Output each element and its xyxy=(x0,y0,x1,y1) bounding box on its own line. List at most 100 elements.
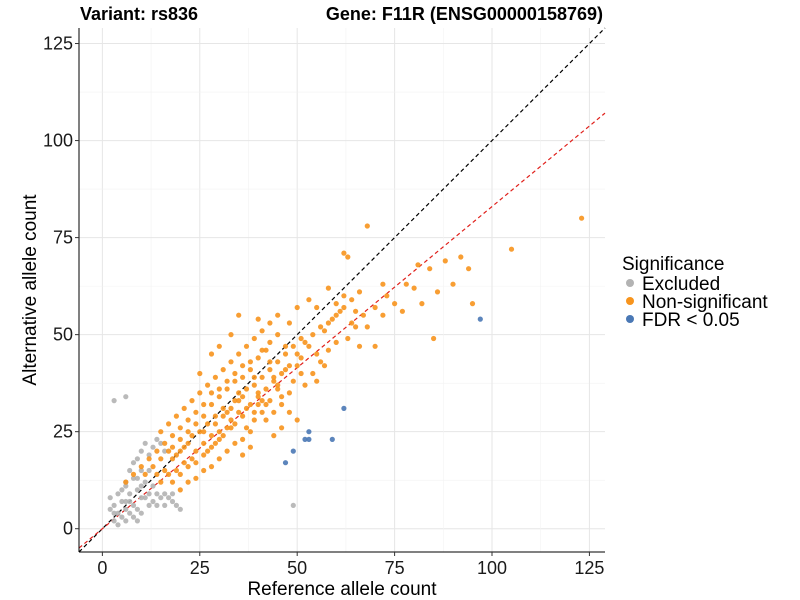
point-non-significant xyxy=(353,324,359,330)
point-excluded xyxy=(111,518,117,524)
y-tick-label: 0 xyxy=(63,519,73,539)
point-non-significant xyxy=(201,429,207,435)
point-non-significant xyxy=(372,343,378,349)
point-non-significant xyxy=(345,254,351,260)
point-non-significant xyxy=(419,301,425,307)
point-excluded xyxy=(115,510,121,516)
point-non-significant xyxy=(259,398,265,404)
point-excluded xyxy=(162,502,168,508)
point-excluded xyxy=(134,518,140,524)
point-non-significant xyxy=(263,386,269,392)
point-excluded xyxy=(150,498,156,505)
data-points xyxy=(107,215,585,528)
point-non-significant xyxy=(146,456,152,462)
title-right: Gene: F11R (ENSG00000158769) xyxy=(326,4,603,24)
point-non-significant xyxy=(290,378,296,384)
point-non-significant xyxy=(333,301,339,307)
point-non-significant xyxy=(298,370,304,377)
point-non-significant xyxy=(372,304,378,311)
point-non-significant xyxy=(224,448,230,454)
point-excluded xyxy=(111,398,117,404)
point-non-significant xyxy=(247,429,253,435)
point-non-significant xyxy=(205,448,211,454)
point-non-significant xyxy=(294,417,300,423)
point-non-significant xyxy=(298,335,304,342)
point-non-significant xyxy=(251,335,257,342)
point-non-significant xyxy=(232,378,238,384)
point-non-significant xyxy=(458,254,464,260)
point-non-significant xyxy=(240,394,246,400)
point-non-significant xyxy=(349,320,355,326)
point-non-significant xyxy=(508,246,515,252)
point-excluded xyxy=(154,502,160,508)
point-non-significant xyxy=(201,413,207,419)
point-non-significant xyxy=(294,363,300,369)
legend-label: Non-significant xyxy=(642,292,768,313)
x-axis-title: Reference allele count xyxy=(247,579,437,600)
point-non-significant xyxy=(255,401,261,408)
point-non-significant xyxy=(294,351,300,357)
point-non-significant xyxy=(232,398,238,404)
point-non-significant xyxy=(181,460,187,466)
point-excluded xyxy=(134,456,140,462)
axes xyxy=(78,28,605,553)
point-non-significant xyxy=(341,250,347,256)
point-non-significant xyxy=(356,343,363,349)
point-non-significant xyxy=(130,471,137,477)
point-non-significant xyxy=(236,398,242,404)
point-non-significant xyxy=(240,363,246,369)
point-fdr-0-05 xyxy=(290,448,296,454)
point-non-significant xyxy=(267,398,273,404)
point-non-significant xyxy=(302,382,308,388)
point-non-significant xyxy=(201,440,207,446)
point-non-significant xyxy=(212,413,218,419)
point-non-significant xyxy=(255,394,261,400)
legend-key xyxy=(626,297,634,305)
x-tick-label: 75 xyxy=(385,558,405,578)
point-excluded xyxy=(162,448,168,454)
point-excluded xyxy=(123,483,129,489)
point-non-significant xyxy=(169,479,176,485)
point-excluded xyxy=(130,475,137,481)
x-tick-label: 25 xyxy=(190,558,210,578)
point-non-significant xyxy=(208,444,215,450)
y-axis-title: Alternative allele count xyxy=(20,194,41,386)
point-non-significant xyxy=(251,417,257,423)
x-tick-label: 100 xyxy=(477,558,507,578)
grid xyxy=(79,28,605,552)
point-non-significant xyxy=(243,386,250,392)
point-non-significant xyxy=(247,401,253,408)
legend: Significance ExcludedNon-significantFDR … xyxy=(622,254,768,331)
point-non-significant xyxy=(431,335,437,342)
point-non-significant xyxy=(275,312,281,318)
point-non-significant xyxy=(197,429,203,435)
reference-line-identity xyxy=(78,27,606,553)
legend-key xyxy=(626,315,634,323)
point-non-significant xyxy=(271,374,277,380)
point-non-significant xyxy=(166,448,172,454)
point-non-significant xyxy=(240,452,246,458)
point-non-significant xyxy=(236,351,242,357)
point-non-significant xyxy=(255,390,261,396)
point-non-significant xyxy=(310,332,316,338)
point-non-significant xyxy=(154,448,160,454)
point-excluded xyxy=(123,518,129,524)
point-non-significant xyxy=(275,332,281,338)
point-non-significant xyxy=(314,351,320,357)
point-excluded xyxy=(134,475,140,481)
point-non-significant xyxy=(177,471,183,477)
point-non-significant xyxy=(263,401,269,408)
y-tick-label: 75 xyxy=(53,228,73,248)
point-non-significant xyxy=(236,390,242,396)
legend-key xyxy=(626,279,634,287)
point-non-significant xyxy=(255,316,261,322)
point-non-significant xyxy=(275,359,281,365)
point-non-significant xyxy=(216,394,222,400)
point-non-significant xyxy=(228,359,234,365)
point-non-significant xyxy=(185,479,191,485)
point-excluded xyxy=(123,498,129,505)
legend-title: Significance xyxy=(622,254,724,275)
point-non-significant xyxy=(434,289,441,295)
point-non-significant xyxy=(356,289,363,295)
ticks: 0 25 50 75 100 125 0 25 50 75 100 125 xyxy=(43,34,604,578)
